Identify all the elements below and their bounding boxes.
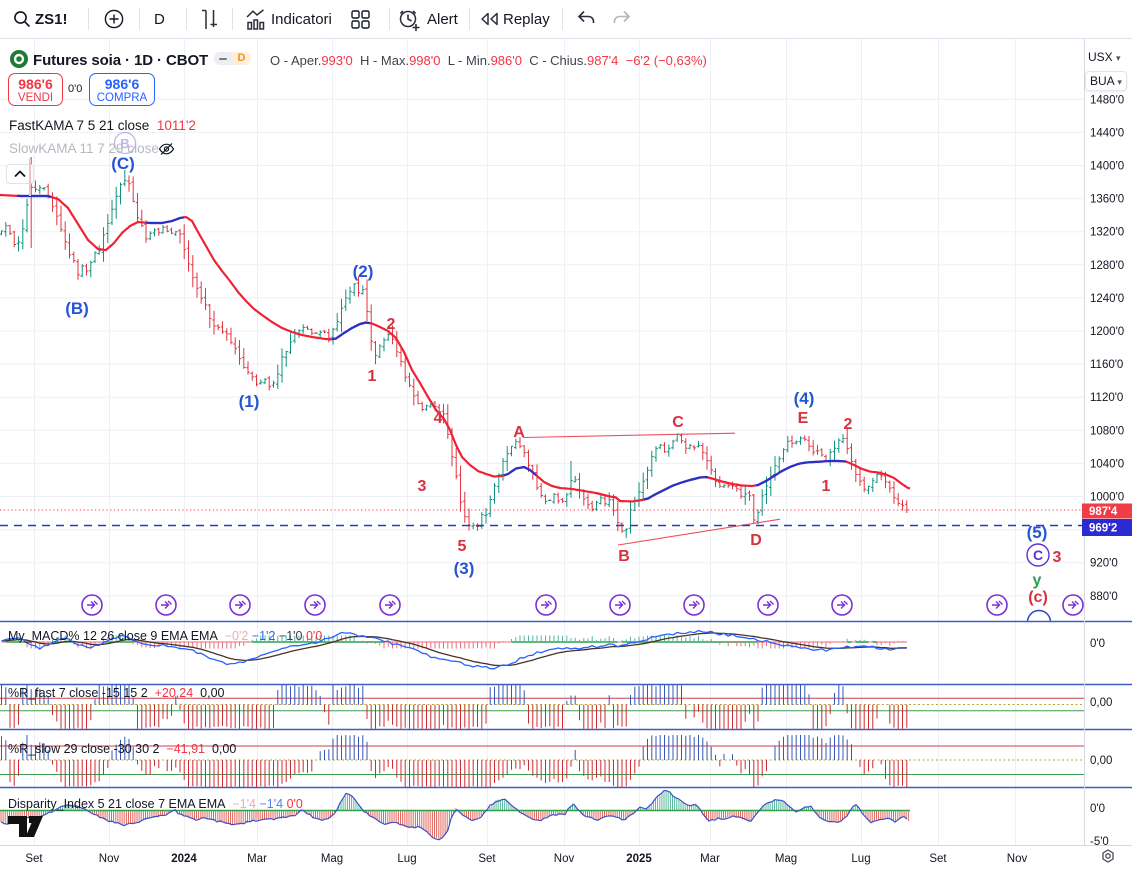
- svg-text:Set: Set: [929, 853, 947, 865]
- svg-text:Nov: Nov: [554, 853, 575, 865]
- svg-text:(B): (B): [65, 299, 89, 318]
- svg-text:w: w: [1033, 617, 1045, 632]
- svg-text:D: D: [750, 532, 762, 549]
- svg-text:987'4: 987'4: [1089, 506, 1118, 518]
- svg-text:Nov: Nov: [99, 853, 120, 865]
- svg-text:C: C: [672, 414, 684, 431]
- svg-text:0'0: 0'0: [1090, 638, 1105, 650]
- svg-text:0,00: 0,00: [1090, 697, 1112, 709]
- svg-text:1200'0: 1200'0: [1090, 326, 1124, 338]
- svg-text:5: 5: [458, 538, 467, 555]
- svg-text:969'2: 969'2: [1089, 523, 1117, 535]
- svg-text:E: E: [798, 410, 809, 427]
- svg-text:3: 3: [1053, 549, 1062, 566]
- svg-text:B: B: [120, 136, 129, 151]
- svg-text:1240'0: 1240'0: [1090, 293, 1124, 305]
- svg-text:(C): (C): [111, 154, 135, 173]
- svg-text:1120'0: 1120'0: [1090, 392, 1123, 404]
- svg-text:1400'0: 1400'0: [1090, 161, 1124, 173]
- svg-text:1: 1: [822, 478, 831, 495]
- svg-text:Mar: Mar: [700, 853, 720, 865]
- svg-text:(2): (2): [353, 262, 374, 281]
- svg-text:Mag: Mag: [321, 853, 343, 865]
- svg-text:(3): (3): [454, 559, 475, 578]
- svg-text:1: 1: [368, 368, 377, 385]
- svg-text:1280'0: 1280'0: [1090, 260, 1124, 272]
- svg-text:Nov: Nov: [1007, 853, 1028, 865]
- svg-text:(5): (5): [1027, 523, 1048, 542]
- svg-text:Set: Set: [25, 853, 43, 865]
- svg-text:1000'0: 1000'0: [1090, 492, 1124, 504]
- svg-text:920'0: 920'0: [1090, 558, 1118, 570]
- svg-text:0,00: 0,00: [1090, 755, 1112, 767]
- svg-text:C: C: [1033, 547, 1043, 563]
- svg-text:(4): (4): [794, 389, 815, 408]
- svg-text:Lug: Lug: [397, 853, 416, 865]
- svg-text:2024: 2024: [171, 853, 197, 865]
- svg-text:2025: 2025: [626, 853, 652, 865]
- svg-text:4: 4: [434, 410, 443, 427]
- svg-text:A: A: [513, 424, 525, 441]
- svg-text:880'0: 880'0: [1090, 591, 1118, 603]
- svg-text:(c): (c): [1028, 589, 1048, 606]
- svg-text:Set: Set: [478, 853, 496, 865]
- svg-text:Mar: Mar: [247, 853, 267, 865]
- svg-text:1480'0: 1480'0: [1090, 94, 1124, 106]
- svg-text:0'0: 0'0: [1090, 803, 1105, 815]
- svg-text:1360'0: 1360'0: [1090, 194, 1124, 206]
- svg-text:1040'0: 1040'0: [1090, 458, 1124, 470]
- svg-text:B: B: [618, 548, 630, 565]
- svg-text:2: 2: [387, 316, 396, 333]
- svg-text:2: 2: [844, 416, 853, 433]
- svg-text:(1): (1): [239, 392, 260, 411]
- svg-text:Lug: Lug: [851, 853, 870, 865]
- svg-text:1320'0: 1320'0: [1090, 227, 1124, 239]
- svg-text:-5'0: -5'0: [1090, 836, 1109, 848]
- svg-text:1080'0: 1080'0: [1090, 425, 1124, 437]
- svg-text:3: 3: [418, 478, 427, 495]
- svg-text:y: y: [1033, 572, 1042, 589]
- svg-text:Mag: Mag: [775, 853, 797, 865]
- svg-text:1160'0: 1160'0: [1090, 359, 1123, 371]
- svg-text:1440'0: 1440'0: [1090, 127, 1124, 139]
